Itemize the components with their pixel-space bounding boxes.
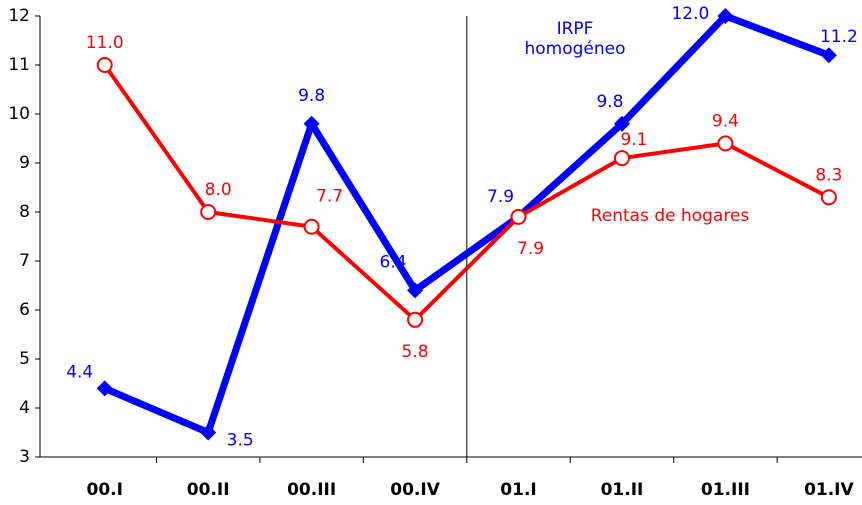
marker [200, 204, 217, 220]
y-tick-label: 8 [19, 202, 30, 222]
data-label: 7.7 [316, 187, 343, 207]
data-label: 9.8 [298, 86, 325, 106]
data-label: 6.4 [380, 252, 407, 272]
y-tick-label: 10 [8, 104, 30, 124]
series-line [103, 63, 830, 322]
series-label: IRPF homogéneo [524, 19, 626, 59]
marker [96, 380, 113, 397]
y-tick-label: 6 [19, 300, 30, 320]
x-tick-label: 01.II [601, 480, 644, 500]
data-label: 8.3 [815, 165, 842, 185]
marker [407, 311, 424, 328]
marker [303, 115, 320, 132]
x-tick-label: 00.III [287, 480, 336, 500]
marker [820, 47, 837, 64]
marker [407, 282, 424, 299]
x-tick-label: 01.III [701, 480, 750, 500]
data-label: 7.9 [517, 239, 544, 259]
marker [200, 424, 217, 441]
y-tick-label: 7 [19, 251, 30, 271]
x-tick-label: 01.IV [804, 480, 854, 500]
data-label: 12.0 [671, 4, 709, 24]
marker [510, 208, 527, 225]
marker [717, 8, 734, 24]
data-label: 11.0 [86, 33, 124, 53]
data-label: 9.1 [620, 130, 647, 150]
x-tick-label: 00.IV [390, 480, 440, 500]
marker [613, 150, 630, 167]
marker [303, 218, 320, 235]
data-label: 5.8 [402, 342, 429, 362]
y-tick-label: 3 [19, 447, 30, 467]
y-tick-label: 12 [8, 6, 30, 26]
x-tick-label: 00.I [86, 480, 122, 500]
data-label: 11.2 [820, 27, 858, 47]
marker [717, 135, 734, 152]
y-tick-label: 4 [19, 398, 30, 418]
data-label: 3.5 [227, 431, 254, 451]
series-label: Rentas de hogares [590, 206, 750, 226]
data-label: 4.4 [66, 362, 93, 382]
marker [96, 57, 113, 73]
x-tick-label: 01.I [500, 480, 536, 500]
marker [613, 115, 630, 132]
data-label: 8.0 [205, 180, 232, 200]
y-tick-label: 9 [19, 153, 30, 173]
data-label: 7.9 [487, 187, 514, 207]
y-tick-label: 5 [19, 349, 30, 369]
marker [820, 189, 837, 206]
y-tick-label: 11 [8, 55, 30, 75]
x-tick-label: 00.II [187, 480, 230, 500]
series-line [103, 12, 831, 436]
data-label: 9.8 [596, 92, 623, 112]
data-label: 9.4 [712, 111, 739, 131]
